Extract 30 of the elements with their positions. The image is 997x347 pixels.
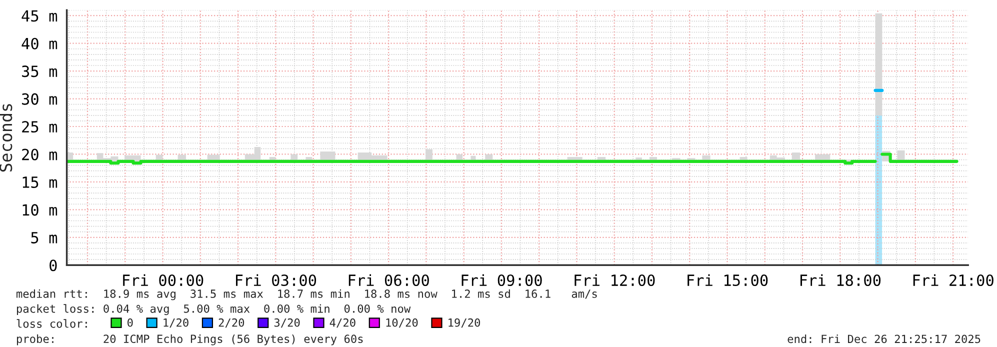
legend-label: 3/20	[274, 318, 300, 328]
y-tick-label: 25 m	[22, 121, 58, 133]
legend-label: 2/20	[218, 318, 244, 328]
x-tick-label: Fri 03:00	[236, 274, 316, 286]
legend-label: 1/20	[164, 318, 188, 328]
x-tick-label: Fri 00:00	[123, 274, 204, 286]
x-tick-label: Fri 12:00	[574, 274, 655, 286]
x-tick-label: Fri 09:00	[462, 274, 542, 286]
y-tick-label: 20 m	[22, 148, 58, 160]
legend-label: 19/20	[448, 318, 480, 328]
y-tick-label: 40 m	[22, 38, 58, 50]
y-tick-label: 30 m	[22, 93, 58, 105]
y-tick-label: 45 m	[22, 10, 58, 22]
x-tick-label: Fri 06:00	[348, 274, 429, 286]
y-tick-label: 10 m	[22, 204, 58, 216]
legend-label: 10/20	[386, 318, 418, 328]
x-tick-label: Fri 15:00	[688, 274, 768, 286]
y-tick-label: 0	[50, 260, 57, 272]
text: packet loss: 0.04 % avg 5.00 % max 0.00 % min 0.00 % now	[16, 304, 411, 316]
x-tick-label: Fri 18:00	[800, 274, 881, 286]
text: median rtt: 18.9 ms avg 31.5 ms max 18.7 ms min 18.8 ms now 1.2 ms sd 16.1 am/s	[16, 289, 597, 300]
legend-title: loss color:	[16, 319, 87, 328]
x-tick-label: Fri 21:00	[913, 274, 994, 286]
y-tick-label: 15 m	[22, 176, 58, 188]
legend-label: 0	[128, 318, 133, 327]
text: end: Fri Dec 26 21:25:17 2025	[788, 334, 980, 344]
y-tick-label: 5 m	[31, 232, 58, 244]
text: probe: 20 ICMP Echo Pings (56 Bytes) every 60s	[16, 334, 363, 346]
y-tick-label: 35 m	[22, 66, 58, 78]
legend-label: 4/20	[330, 318, 356, 328]
